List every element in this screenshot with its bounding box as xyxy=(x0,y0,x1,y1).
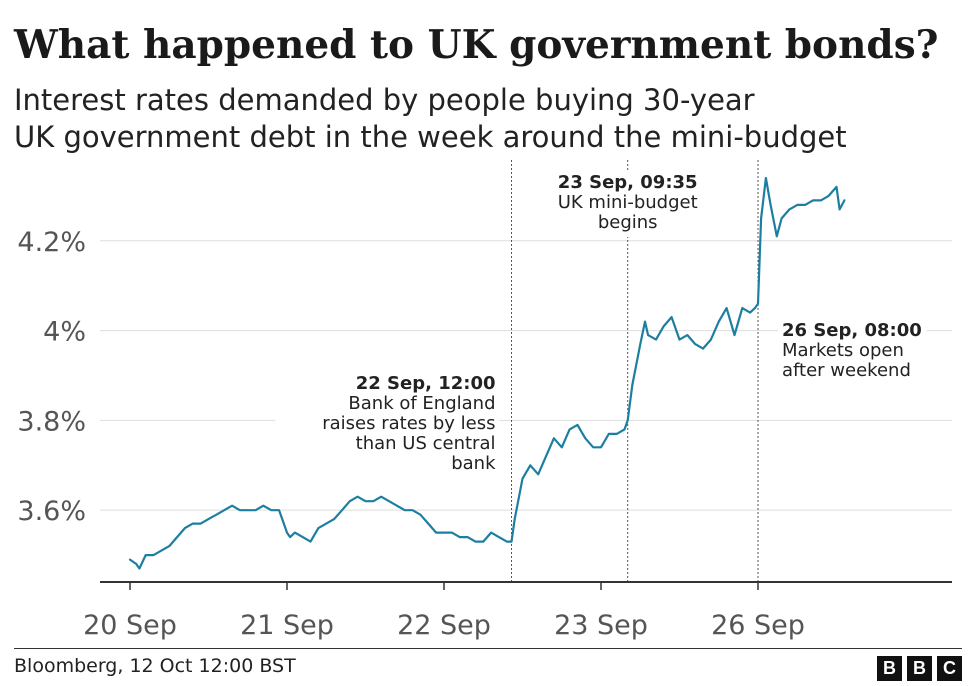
x-tick-label-4: 26 Sep xyxy=(711,610,805,641)
y-tick-label-1: 3.8% xyxy=(17,406,86,437)
annotation-heading-2: 26 Sep, 08:00 xyxy=(782,320,922,341)
logo-letter-b1: B xyxy=(877,656,902,681)
footer-divider xyxy=(14,648,962,649)
annotation-0-line-3: bank xyxy=(451,453,496,474)
annotation-heading-1: 23 Sep, 09:35 xyxy=(558,172,698,193)
x-tick-label-3: 23 Sep xyxy=(554,610,648,641)
series-line-0 xyxy=(128,176,846,570)
source-note: Bloomberg, 12 Oct 12:00 BST xyxy=(14,655,296,677)
x-tick-label-0: 20 Sep xyxy=(83,610,177,641)
logo-letter-c: C xyxy=(937,656,962,681)
x-tick-label-1: 21 Sep xyxy=(240,610,334,641)
subtitle-line-1: Interest rates demanded by people buying… xyxy=(14,83,755,117)
annotation-0-line-2: than US central xyxy=(356,433,496,454)
annotation-1-line-1: begins xyxy=(598,212,658,233)
logo-letter-b2: B xyxy=(907,656,932,681)
y-tick-label-3: 4.2% xyxy=(17,227,86,258)
x-tick-label-2: 22 Sep xyxy=(397,610,491,641)
annotation-0-line-0: Bank of England xyxy=(348,393,495,414)
annotation-2-line-1: after weekend xyxy=(782,360,911,381)
bbc-logo: B B C xyxy=(877,656,962,681)
annotation-2-line-0: Markets open xyxy=(782,340,904,361)
annotation-heading-0: 22 Sep, 12:00 xyxy=(356,373,496,394)
annotation-0-line-1: raises rates by less xyxy=(322,413,495,434)
chart-title: What happened to UK government bonds? xyxy=(14,22,939,68)
annotation-bg-0 xyxy=(275,372,500,478)
annotation-bg-1 xyxy=(548,171,708,237)
y-tick-label-0: 3.6% xyxy=(17,496,86,527)
subtitle-line-2: UK government debt in the week around th… xyxy=(14,120,847,154)
y-tick-label-2: 4% xyxy=(43,317,86,348)
chart-subtitle: Interest rates demanded by people buying… xyxy=(14,82,847,156)
annotation-bg-2 xyxy=(778,319,927,385)
annotation-1-line-0: UK mini-budget xyxy=(558,192,698,213)
